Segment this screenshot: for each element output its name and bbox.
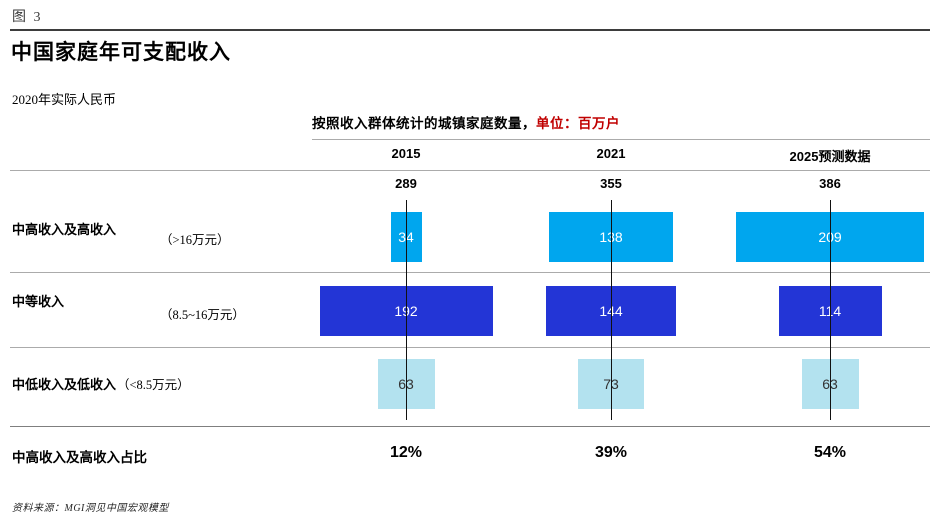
chart-header-divider xyxy=(312,139,930,140)
column-total-2015: 289 xyxy=(395,176,417,191)
column-total-2021: 355 xyxy=(600,176,622,191)
row-label-middle-income: 中等收入 xyxy=(12,294,65,309)
exhibit-subtitle: 2020年实际人民币 xyxy=(12,92,117,107)
exhibit-title: 中国家庭年可支配收入 xyxy=(11,40,231,64)
row-divider-1 xyxy=(10,272,930,273)
column-header-2025-forecast: 2025预测数据 xyxy=(789,149,871,164)
column-total-2025: 386 xyxy=(819,176,841,191)
axis-line-2015 xyxy=(405,200,407,420)
share-value-2021: 39% xyxy=(594,444,628,461)
row-range-middle-income: （8.5~16万元） xyxy=(160,308,245,322)
share-row-label: 中高收入及高收入占比 xyxy=(12,450,147,465)
row-divider-bottom xyxy=(10,426,930,427)
row-range-lower-income: （<8.5万元） xyxy=(117,378,190,392)
axis-line-2021 xyxy=(610,200,612,420)
axis-line-2025 xyxy=(829,200,831,420)
row-range-upper-high-income: （>16万元） xyxy=(160,233,230,247)
column-header-2021: 2021 xyxy=(596,146,626,161)
column-header-divider xyxy=(10,170,930,171)
row-label-lower-income: 中低收入及低收入 xyxy=(12,377,117,392)
share-value-2025: 54% xyxy=(813,444,847,461)
column-header-2015: 2015 xyxy=(391,146,421,161)
chart-header-text: 按照收入群体统计的城镇家庭数量， xyxy=(312,116,536,131)
chart-unit-label: 单位：百万户 xyxy=(536,116,620,131)
title-divider xyxy=(10,29,930,31)
chart-header: 按照收入群体统计的城镇家庭数量，单位：百万户 xyxy=(312,112,620,132)
row-divider-2 xyxy=(10,347,930,348)
row-label-upper-high-income: 中高收入及高收入 xyxy=(12,222,117,237)
figure-number: 图 3 xyxy=(12,10,43,25)
share-value-2015: 12% xyxy=(389,444,423,461)
source-note: 资料来源：MGI洞见中国宏观模型 xyxy=(12,503,169,514)
